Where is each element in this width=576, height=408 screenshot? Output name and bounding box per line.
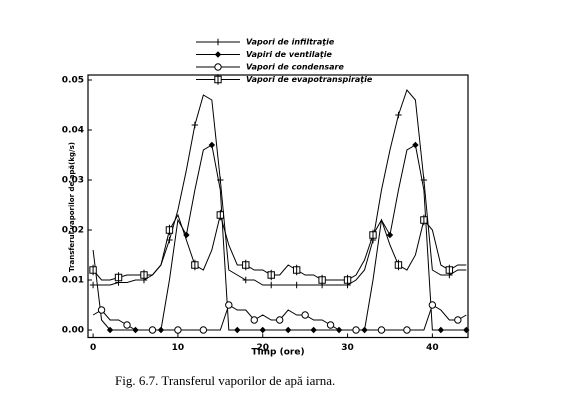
marker <box>403 326 411 334</box>
marker <box>395 111 402 119</box>
legend-label: Vapori de evapotranspiraţie <box>246 75 373 84</box>
marker <box>369 229 377 241</box>
marker <box>114 272 123 283</box>
x-axis-label: Timp (ore) <box>251 348 304 358</box>
marker <box>292 264 301 276</box>
marker <box>267 269 275 281</box>
y-tick-label: 0.00 <box>62 326 84 336</box>
marker <box>191 259 199 271</box>
series-line <box>93 89 467 286</box>
legend-label: Vapori de condensare <box>246 63 344 72</box>
series-line <box>92 144 467 331</box>
marker <box>148 326 157 334</box>
marker <box>420 214 428 226</box>
marker <box>454 316 462 324</box>
marker <box>208 141 216 149</box>
plot-frame <box>87 74 469 339</box>
marker <box>123 321 131 329</box>
marker <box>310 326 317 334</box>
marker <box>225 301 233 309</box>
marker <box>242 276 249 284</box>
marker <box>165 224 174 236</box>
marker <box>412 141 419 149</box>
marker <box>242 259 250 271</box>
marker <box>301 311 309 319</box>
y-tick-label: 0.04 <box>62 126 84 136</box>
marker <box>463 326 470 334</box>
marker <box>259 326 266 334</box>
y-tick-label: 0.05 <box>62 76 84 86</box>
marker <box>428 301 437 309</box>
marker <box>199 326 208 334</box>
y-tick-label: 0.01 <box>62 276 84 286</box>
marker <box>343 274 352 286</box>
marker <box>97 306 106 314</box>
x-tick-label: 10 <box>172 343 185 353</box>
marker <box>174 326 182 334</box>
marker <box>326 321 335 329</box>
y-axis-label: Transferul vaporilor de apă(kg/s) <box>68 142 76 272</box>
caption: Fig. 6.7. Transferul vaporilor de apă ia… <box>115 373 335 388</box>
marker <box>250 316 258 324</box>
marker <box>191 121 199 129</box>
marker <box>445 264 454 276</box>
marker <box>275 316 284 324</box>
marker <box>216 209 225 221</box>
marker <box>214 74 222 85</box>
x-tick-label: 30 <box>341 343 354 353</box>
marker <box>214 63 222 71</box>
marker <box>106 326 114 334</box>
series-line <box>92 213 467 281</box>
x-tick-label: 40 <box>426 343 439 353</box>
marker <box>284 326 292 334</box>
marker <box>394 259 403 271</box>
legend-label: Vapiri de ventilaţie <box>246 50 332 59</box>
marker <box>234 326 241 334</box>
marker <box>386 231 394 239</box>
legend-label: Vapori de infiltraţie <box>246 38 335 47</box>
marker <box>89 264 97 276</box>
marker <box>377 326 386 334</box>
marker <box>437 326 445 334</box>
marker <box>352 326 360 334</box>
marker <box>89 281 97 289</box>
y-tick-label: 0.03 <box>62 176 84 186</box>
marker <box>183 231 190 239</box>
marker <box>214 38 222 46</box>
marker <box>318 274 326 286</box>
marker <box>140 269 148 281</box>
y-tick-label: 0.02 <box>62 226 84 236</box>
marker <box>268 281 275 289</box>
marker <box>214 51 222 58</box>
marker <box>293 281 300 289</box>
x-tick-label: 20 <box>256 343 269 353</box>
x-tick-label: 0 <box>90 343 96 353</box>
